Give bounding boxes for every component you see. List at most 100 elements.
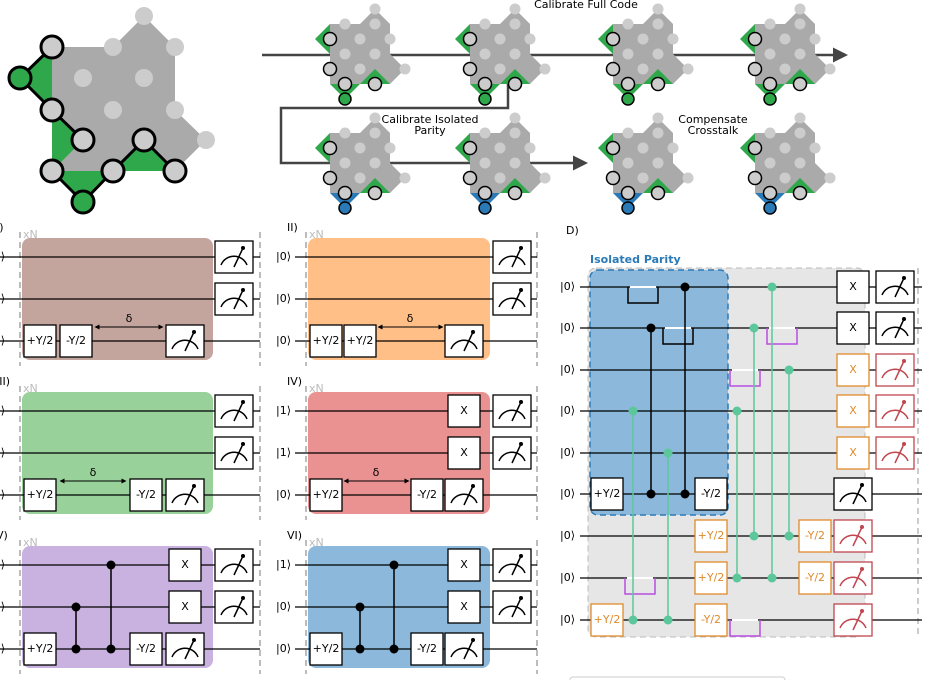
qubit bbox=[652, 18, 664, 30]
meter-arc bbox=[220, 563, 248, 574]
flux-pulse bbox=[729, 620, 761, 637]
qubit bbox=[39, 158, 65, 184]
qubit bbox=[322, 61, 338, 77]
qubit bbox=[477, 76, 493, 92]
ket: |0⟩ bbox=[0, 600, 5, 613]
ket: |1⟩ bbox=[276, 446, 291, 459]
qubit bbox=[650, 185, 666, 201]
qubit bbox=[763, 92, 777, 106]
tile-corner bbox=[530, 54, 545, 84]
qubit bbox=[637, 172, 649, 184]
panel-label: IV) bbox=[287, 375, 302, 388]
panel-label: I) bbox=[0, 221, 4, 234]
qubit bbox=[74, 69, 92, 87]
cz-dot bbox=[784, 365, 794, 375]
meter-needle bbox=[852, 568, 863, 589]
gate-label: -Y/2 bbox=[805, 529, 825, 542]
qubit bbox=[652, 3, 664, 15]
gate bbox=[836, 353, 870, 387]
meter-arc bbox=[498, 409, 526, 420]
qubit bbox=[762, 185, 778, 201]
gate-label: X bbox=[460, 446, 468, 459]
qubit bbox=[509, 3, 521, 15]
stabilizer bbox=[455, 133, 470, 163]
qubit bbox=[369, 112, 381, 124]
qubit bbox=[620, 185, 636, 201]
stabilizer bbox=[613, 84, 643, 99]
gate bbox=[798, 561, 832, 595]
gate-label: X bbox=[849, 280, 857, 293]
meter-tip bbox=[241, 246, 245, 250]
measurement bbox=[833, 519, 873, 553]
qubit bbox=[605, 61, 621, 77]
qubit bbox=[620, 76, 636, 92]
qubit bbox=[135, 69, 153, 87]
qubit bbox=[652, 112, 664, 124]
meter-tip bbox=[902, 276, 906, 280]
tile-corner bbox=[643, 118, 673, 133]
gate bbox=[836, 311, 870, 345]
meter-arc bbox=[220, 409, 248, 420]
tile-corner bbox=[360, 9, 390, 24]
qubit bbox=[824, 172, 836, 184]
gate-label: +Y/2 bbox=[27, 642, 54, 655]
gate-label: -Y/2 bbox=[417, 488, 437, 501]
measurement bbox=[492, 548, 532, 582]
qubit bbox=[494, 142, 506, 154]
qubit bbox=[794, 112, 806, 124]
stabilizer bbox=[330, 193, 360, 208]
cz-dot bbox=[71, 602, 81, 612]
stabilizer bbox=[20, 47, 52, 110]
qubit bbox=[166, 101, 184, 119]
qubit bbox=[166, 38, 184, 56]
measurement bbox=[875, 436, 915, 470]
gate-label: X bbox=[460, 558, 468, 571]
gate bbox=[23, 478, 57, 512]
qubit bbox=[354, 172, 366, 184]
qubit bbox=[322, 31, 338, 47]
measurement bbox=[214, 394, 254, 428]
gate-label: -Y/2 bbox=[701, 487, 721, 500]
gate-label: X bbox=[849, 363, 857, 376]
qubit bbox=[162, 158, 188, 184]
qubit bbox=[384, 33, 396, 45]
measurement bbox=[444, 324, 484, 358]
ket: |0⟩ bbox=[0, 292, 5, 305]
qubit bbox=[779, 63, 791, 75]
tile-corner bbox=[360, 118, 390, 133]
stabilizer bbox=[598, 24, 613, 54]
ket: |0⟩ bbox=[560, 321, 575, 334]
ket: |0⟩ bbox=[0, 250, 5, 263]
stabilizer bbox=[500, 178, 530, 193]
qubit bbox=[369, 157, 381, 169]
delay-label: δ bbox=[126, 312, 133, 325]
qubit bbox=[509, 48, 521, 60]
gate bbox=[23, 324, 57, 358]
meter-tip bbox=[192, 484, 196, 488]
qubit bbox=[809, 142, 821, 154]
meter-tip bbox=[860, 567, 864, 571]
qubit bbox=[747, 61, 763, 77]
cz-dot bbox=[106, 644, 116, 654]
meter-arc bbox=[839, 618, 867, 629]
meter-tip bbox=[902, 442, 906, 446]
gate-label: -Y/2 bbox=[417, 642, 437, 655]
qubit bbox=[764, 127, 776, 139]
qubit bbox=[539, 63, 551, 75]
gate-label: +Y/2 bbox=[27, 488, 54, 501]
qubit bbox=[763, 201, 777, 215]
meter-arc bbox=[839, 576, 867, 587]
meter-needle bbox=[463, 331, 474, 352]
step-label: Calibrate Isolated bbox=[382, 113, 479, 126]
meter-tip bbox=[519, 288, 523, 292]
meter-needle bbox=[233, 597, 244, 618]
meter-needle bbox=[894, 318, 905, 339]
qubit bbox=[524, 33, 536, 45]
gate-label: X bbox=[460, 600, 468, 613]
meter-arc bbox=[498, 605, 526, 616]
qubit bbox=[39, 97, 65, 123]
gate bbox=[447, 590, 481, 624]
qubit bbox=[104, 101, 122, 119]
tile-corner bbox=[500, 9, 530, 24]
